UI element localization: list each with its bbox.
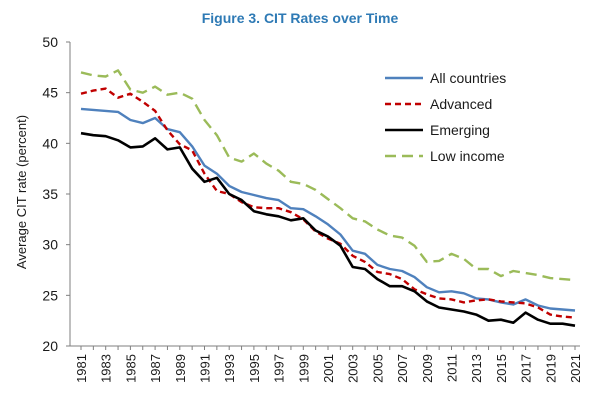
- x-tick-label: 1993: [222, 354, 237, 383]
- axes: [69, 42, 580, 347]
- x-tick-label: 1981: [74, 354, 89, 383]
- x-tick-label: 1987: [148, 354, 163, 383]
- x-tick-label: 2003: [346, 354, 361, 383]
- x-tick-label: 2013: [469, 354, 484, 383]
- y-axis-ticks: 20 25 30 35 40 45 50: [42, 34, 70, 354]
- x-tick-label: 1997: [272, 354, 287, 383]
- y-tick-label: 45: [42, 85, 58, 101]
- series-line-low-income: [80, 69, 576, 282]
- legend-label-low-income: Low income: [430, 148, 505, 164]
- x-tick-label: 2001: [321, 354, 336, 383]
- y-tick-label: 40: [42, 135, 58, 151]
- x-tick-label: 2005: [370, 354, 385, 383]
- y-tick-label: 50: [42, 34, 58, 50]
- chart-title: Figure 3. CIT Rates over Time: [202, 10, 399, 26]
- y-tick-label: 35: [42, 186, 58, 202]
- x-tick-label: 1985: [123, 354, 138, 383]
- y-tick-label: 25: [42, 287, 58, 303]
- x-tick-label: 1983: [99, 354, 114, 383]
- x-tick-label: 2015: [494, 354, 509, 383]
- y-tick-label: 20: [42, 338, 58, 354]
- legend-label-all-countries: All countries: [430, 70, 506, 86]
- x-tick-label: 2017: [519, 354, 534, 383]
- x-tick-label: 1995: [247, 354, 262, 383]
- series-lines: [80, 69, 576, 327]
- legend-label-emerging: Emerging: [430, 122, 490, 138]
- series-line-emerging: [80, 131, 576, 327]
- x-axis-ticks: 1981 1983 1985 1987 1989 1991 1993 1995 1997 1999…: [74, 346, 583, 383]
- x-tick-label: 1999: [296, 354, 311, 383]
- x-tick-label: 2011: [445, 354, 460, 382]
- y-axis-label: Average CIT rate (percent): [14, 115, 29, 269]
- x-tick-label: 2019: [543, 354, 558, 383]
- x-tick-label: 2021: [568, 354, 583, 383]
- x-tick-label: 2007: [395, 354, 410, 383]
- x-tick-label: 1989: [173, 354, 188, 383]
- y-tick-label: 30: [42, 237, 58, 253]
- x-tick-label: 1991: [198, 354, 213, 383]
- legend-label-advanced: Advanced: [430, 96, 492, 112]
- series-line-advanced: [80, 87, 576, 319]
- x-tick-label: 2009: [420, 354, 435, 383]
- legend: All countries Advanced Emerging Low income: [385, 70, 506, 164]
